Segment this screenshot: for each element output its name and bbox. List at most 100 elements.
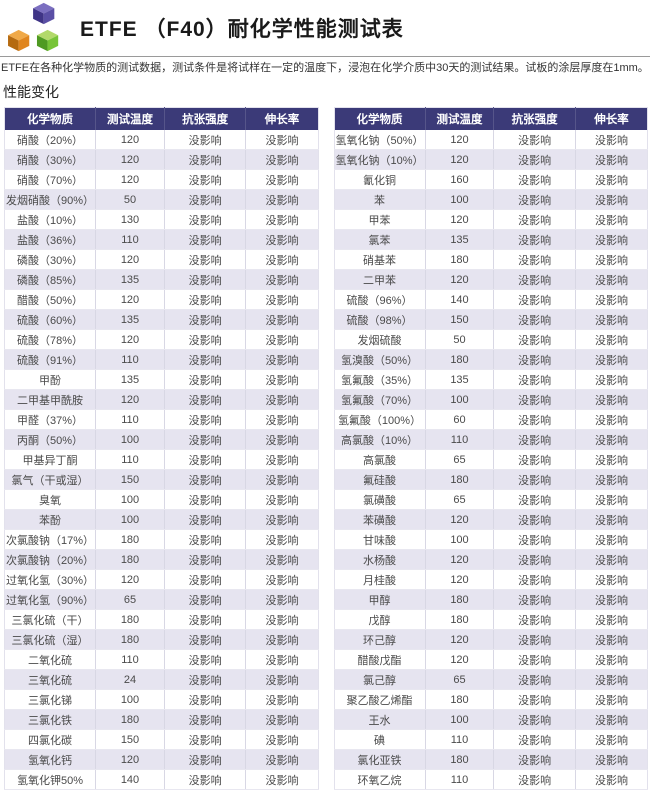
- chemical-name: 硝酸（20%）: [4, 130, 97, 150]
- chemical-name: 氯化亚铁: [334, 749, 426, 770]
- tensile-strength: 没影响: [493, 329, 576, 350]
- elongation: 没影响: [245, 589, 318, 610]
- chemical-name: 过氧化氢（90%）: [4, 589, 97, 610]
- chemical-name: 甲基异丁酮: [4, 449, 97, 470]
- test-temperature: 135: [95, 309, 165, 330]
- table-row: 氯苯 135 没影响 没影响: [334, 229, 648, 250]
- elongation: 没影响: [245, 689, 318, 710]
- table-row: 氯磺酸 65 没影响 没影响: [334, 489, 648, 510]
- tensile-strength: 没影响: [164, 609, 247, 630]
- elongation: 没影响: [575, 130, 648, 150]
- table-row: 硫酸（60%） 135 没影响 没影响: [4, 309, 318, 330]
- test-temperature: 180: [95, 529, 165, 550]
- table-row: 磷酸（30%） 120 没影响 没影响: [4, 249, 318, 270]
- tensile-strength: 没影响: [164, 329, 247, 350]
- elongation: 没影响: [575, 609, 648, 630]
- elongation: 没影响: [575, 529, 648, 550]
- tensile-strength: 没影响: [493, 669, 576, 690]
- tables-container: 化学物质 测试温度 抗张强度 伸长率 硝酸（20%） 120 没影响 没影响 硝酸（30%） 1…: [0, 107, 650, 790]
- table-row: 氢氟酸（35%） 135 没影响 没影响: [334, 369, 648, 390]
- chemical-name: 盐酸（10%）: [4, 209, 97, 230]
- test-temperature: 180: [95, 709, 165, 730]
- tensile-strength: 没影响: [493, 549, 576, 570]
- test-temperature: 120: [425, 130, 495, 150]
- table-row: 盐酸（36%） 110 没影响 没影响: [4, 229, 318, 250]
- tensile-strength: 没影响: [493, 769, 576, 790]
- table-row: 硝酸（70%） 120 没影响 没影响: [4, 169, 318, 190]
- tensile-strength: 没影响: [493, 130, 576, 150]
- test-temperature: 180: [425, 249, 495, 270]
- chemical-name: 硝基苯: [334, 249, 426, 270]
- elongation: 没影响: [575, 409, 648, 430]
- tensile-strength: 没影响: [164, 529, 247, 550]
- elongation: 没影响: [575, 209, 648, 230]
- test-temperature: 100: [95, 489, 165, 510]
- elongation: 没影响: [245, 189, 318, 210]
- test-temperature: 100: [95, 429, 165, 450]
- table-row: 苯磺酸 120 没影响 没影响: [334, 509, 648, 530]
- test-temperature: 120: [95, 749, 165, 770]
- table-row: 环氧乙烷 110 没影响 没影响: [334, 769, 648, 790]
- chemical-name: 四氯化碳: [4, 729, 97, 750]
- test-temperature: 140: [95, 769, 165, 790]
- tensile-strength: 没影响: [493, 529, 576, 550]
- chemical-name: 氢溴酸（50%）: [334, 349, 426, 370]
- tensile-strength: 没影响: [164, 769, 247, 790]
- chemical-name: 氢氧化钠（10%）: [334, 149, 426, 170]
- elongation: 没影响: [575, 629, 648, 650]
- cubes-icon: [8, 2, 59, 52]
- table-row: 三氯化铁 180 没影响 没影响: [4, 709, 318, 730]
- tensile-strength: 没影响: [164, 649, 247, 670]
- chemical-name: 王水: [334, 709, 426, 730]
- table-row: 硝基苯 180 没影响 没影响: [334, 249, 648, 270]
- test-temperature: 180: [95, 549, 165, 570]
- test-temperature: 65: [425, 489, 495, 510]
- tensile-strength: 没影响: [493, 449, 576, 470]
- tensile-strength: 没影响: [164, 449, 247, 470]
- elongation: 没影响: [575, 729, 648, 750]
- chemical-name: 氯苯: [334, 229, 426, 250]
- tensile-strength: 没影响: [164, 369, 247, 390]
- table-header: 化学物质 测试温度 抗张强度 伸长率: [334, 107, 648, 130]
- test-temperature: 180: [425, 689, 495, 710]
- test-temperature: 65: [425, 669, 495, 690]
- tensile-strength: 没影响: [493, 589, 576, 610]
- tensile-strength: 没影响: [493, 709, 576, 730]
- tensile-strength: 没影响: [493, 609, 576, 630]
- test-temperature: 120: [425, 629, 495, 650]
- test-temperature: 180: [425, 469, 495, 490]
- chemical-name: 水杨酸: [334, 549, 426, 570]
- table-row: 盐酸（10%） 130 没影响 没影响: [4, 209, 318, 230]
- table-row: 三氯化硫（干） 180 没影响 没影响: [4, 609, 318, 630]
- elongation: 没影响: [575, 329, 648, 350]
- tensile-strength: 没影响: [164, 569, 247, 590]
- column-header: 化学物质: [334, 107, 426, 130]
- test-temperature: 110: [425, 769, 495, 790]
- table-row: 二甲苯 120 没影响 没影响: [334, 269, 648, 290]
- test-temperature: 135: [95, 269, 165, 290]
- test-temperature: 120: [95, 169, 165, 190]
- chemical-name: 醋酸（50%）: [4, 289, 97, 310]
- table-row: 发烟硝酸（90%） 50 没影响 没影响: [4, 189, 318, 210]
- test-temperature: 120: [425, 649, 495, 670]
- elongation: 没影响: [245, 549, 318, 570]
- test-temperature: 150: [425, 309, 495, 330]
- chemical-name: 二氧化硫: [4, 649, 97, 670]
- elongation: 没影响: [575, 309, 648, 330]
- test-temperature: 180: [425, 349, 495, 370]
- elongation: 没影响: [575, 709, 648, 730]
- table-row: 氢氧化钠（50%） 120 没影响 没影响: [334, 130, 648, 150]
- elongation: 没影响: [575, 389, 648, 410]
- elongation: 没影响: [575, 749, 648, 770]
- table-row: 三氯化锑 100 没影响 没影响: [4, 689, 318, 710]
- table-row: 氯己醇 65 没影响 没影响: [334, 669, 648, 690]
- chemical-name: 硝酸（30%）: [4, 149, 97, 170]
- tensile-strength: 没影响: [493, 169, 576, 190]
- tensile-strength: 没影响: [493, 729, 576, 750]
- tensile-strength: 没影响: [493, 629, 576, 650]
- column-header: 测试温度: [95, 107, 165, 130]
- elongation: 没影响: [575, 249, 648, 270]
- test-temperature: 120: [95, 329, 165, 350]
- test-temperature: 100: [425, 709, 495, 730]
- elongation: 没影响: [575, 549, 648, 570]
